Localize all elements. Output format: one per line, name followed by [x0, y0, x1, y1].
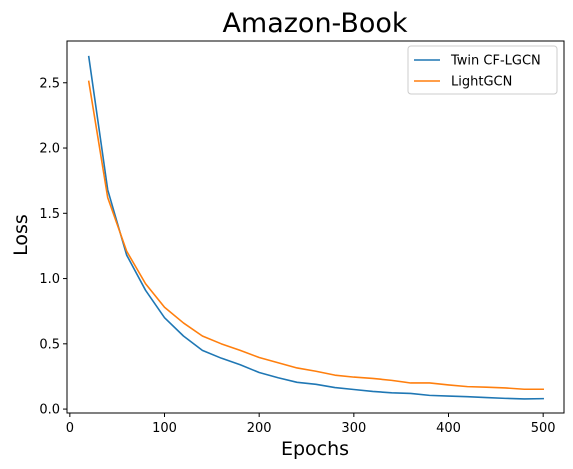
series-layer — [87, 55, 544, 400]
y-tick-label: 0.5 — [39, 337, 60, 352]
series-line-lightgcn — [87, 80, 544, 391]
x-tick-label: 400 — [436, 421, 461, 436]
y-tick-label: 2.0 — [39, 142, 60, 157]
plot-frame — [66, 40, 565, 414]
x-tick-label: 0 — [66, 421, 74, 436]
legend-box — [407, 45, 558, 95]
x-tick-label: 200 — [247, 421, 272, 436]
legend: Twin CF-LGCN LightGCN — [407, 45, 558, 95]
legend-label: LightGCN — [451, 75, 512, 90]
chart-title: Amazon-Book — [222, 8, 407, 39]
series-line-twin-cf-lgcn — [87, 55, 544, 400]
x-axis-title: Epochs — [281, 438, 349, 460]
y-tick-label: 0.0 — [39, 403, 60, 418]
y-tick-label: 2.5 — [39, 76, 60, 91]
x-tick-label: 500 — [531, 421, 556, 436]
x-tick-label: 100 — [152, 421, 177, 436]
legend-label: Twin CF-LGCN — [450, 54, 541, 69]
y-axis-title: Loss — [10, 214, 32, 256]
y-tick-label: 1.0 — [39, 272, 60, 287]
y-axis: 0.0 0.5 1.0 1.5 2.0 2.5 — [39, 76, 67, 418]
plot-area — [67, 41, 564, 413]
x-axis: 0 100 200 300 400 500 — [66, 413, 556, 436]
y-tick-label: 1.5 — [39, 207, 60, 222]
x-tick-label: 300 — [341, 421, 366, 436]
